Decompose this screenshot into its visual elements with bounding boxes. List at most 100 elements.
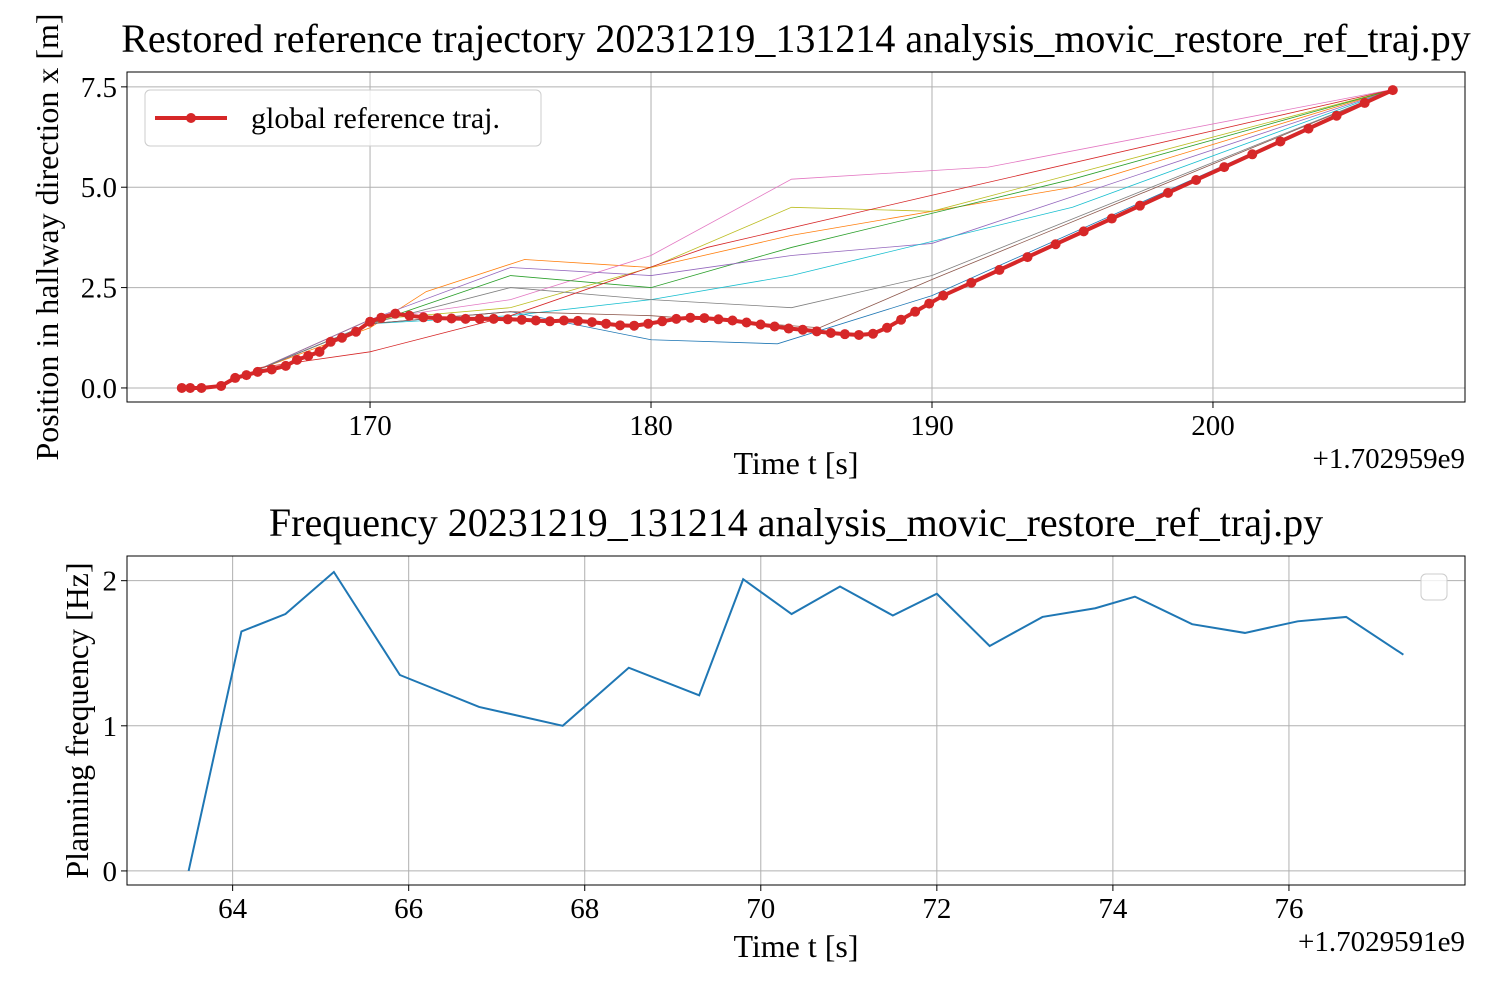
data-point [671,313,682,324]
data-point [1359,97,1370,108]
data-point [303,350,314,361]
series-line [257,88,1396,369]
data-point [266,364,277,375]
data-point [657,316,668,327]
data-point [572,315,583,326]
data-point [390,308,401,319]
x-axis-label: Time t [s] [733,928,858,964]
data-point [376,312,387,323]
chart-title: Restored reference trajectory 20231219_1… [121,16,1471,61]
y-tick-label: 7.5 [81,72,117,104]
data-point [755,319,766,330]
y-tick-label: 2.5 [81,273,117,305]
y-tick-label: 1 [103,711,118,743]
data-point [314,346,325,357]
data-point [811,326,822,337]
x-tick-label: 76 [1274,893,1303,925]
data-point [446,313,457,324]
y-tick-label: 0.0 [81,373,117,405]
data-point [474,313,485,324]
x-offset-label: +1.702959e9 [1313,443,1465,475]
data-point [516,314,527,325]
data-point [896,314,907,325]
data-point [365,316,376,327]
data-point [1022,252,1033,263]
plot-frame [126,555,1466,886]
data-point [558,315,569,326]
data-point [325,336,336,347]
data-point [910,306,921,317]
legend-marker [186,113,196,123]
data-point [966,277,977,288]
data-point [1275,136,1286,147]
x-tick-label: 190 [910,410,954,442]
chart-title: Frequency 20231219_131214 analysis_movic… [269,500,1323,545]
plot-lines [176,85,1398,393]
y-tick-label: 2 [103,566,118,598]
data-point [938,290,949,301]
x-tick-label: 68 [570,893,599,925]
x-tick-label: 180 [629,410,673,442]
data-point [241,370,252,381]
data-point [252,366,263,377]
data-point [839,329,850,340]
data-point [1191,174,1202,185]
data-point [488,313,499,324]
data-point [196,382,207,393]
data-point [176,382,187,393]
data-point [404,310,415,321]
data-point [685,312,696,323]
data-point [867,328,878,339]
data-point [924,298,935,309]
x-tick-label: 64 [218,893,248,925]
data-point [280,360,291,371]
data-point [350,326,361,337]
data-point [1331,110,1342,121]
data-point [230,372,241,383]
x-tick-label: 170 [348,410,392,442]
data-point [336,332,347,343]
data-point [216,380,227,391]
data-point [825,327,836,338]
plot-frame [126,71,1466,403]
data-point [587,317,598,328]
plot-lines [187,570,1404,872]
data-point [727,315,738,326]
data-point [629,320,640,331]
data-point [769,321,780,332]
x-tick-label: 74 [1098,893,1128,925]
data-point [699,313,710,324]
data-point [502,314,513,325]
data-point [530,315,541,326]
data-point [713,314,724,325]
data-point [882,322,893,333]
data-point [643,318,654,329]
legend-label: global reference traj. [251,102,500,135]
data-point [1247,149,1258,160]
data-point [185,382,196,393]
x-tick-label: 72 [922,893,951,925]
legend-box [144,89,542,147]
x-tick-label: 200 [1191,410,1235,442]
data-point [994,264,1005,275]
data-point [1163,187,1174,198]
data-point [1050,239,1061,250]
data-point [741,317,752,328]
data-point [291,354,302,365]
data-point [460,313,471,324]
data-point [1078,226,1089,237]
x-offset-label: +1.7029591e9 [1298,926,1465,958]
y-axis-label: Position in hallway direction x [m] [29,13,65,460]
x-tick-label: 70 [746,893,775,925]
data-point [432,313,443,324]
y-tick-label: 5.0 [81,172,117,204]
data-point [797,324,808,335]
data-point [1303,123,1314,134]
data-point [1387,85,1398,96]
data-point [1219,162,1230,173]
legend-box [1420,573,1448,601]
x-tick-label: 66 [394,893,423,925]
series-line [187,570,1404,872]
data-point [1134,200,1145,211]
